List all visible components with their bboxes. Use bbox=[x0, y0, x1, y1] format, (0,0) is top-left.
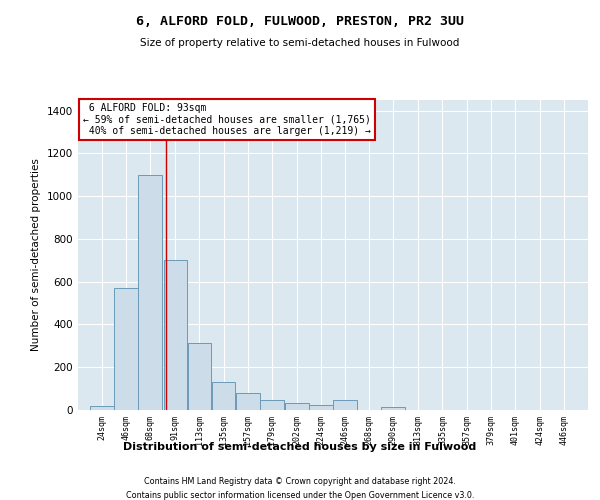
Text: Distribution of semi-detached houses by size in Fulwood: Distribution of semi-detached houses by … bbox=[124, 442, 476, 452]
Bar bbox=[212, 382, 235, 410]
Text: 6, ALFORD FOLD, FULWOOD, PRESTON, PR2 3UU: 6, ALFORD FOLD, FULWOOD, PRESTON, PR2 3U… bbox=[136, 15, 464, 28]
Text: 6 ALFORD FOLD: 93sqm
← 59% of semi-detached houses are smaller (1,765)
 40% of s: 6 ALFORD FOLD: 93sqm ← 59% of semi-detac… bbox=[83, 103, 371, 136]
Bar bbox=[188, 342, 211, 410]
Bar bbox=[309, 404, 333, 410]
Bar bbox=[90, 406, 114, 410]
Bar bbox=[164, 260, 187, 410]
Y-axis label: Number of semi-detached properties: Number of semi-detached properties bbox=[31, 158, 41, 352]
Text: Contains public sector information licensed under the Open Government Licence v3: Contains public sector information licen… bbox=[126, 491, 474, 500]
Bar bbox=[114, 288, 138, 410]
Bar bbox=[139, 175, 162, 410]
Bar bbox=[260, 400, 284, 410]
Bar bbox=[285, 402, 309, 410]
Bar bbox=[236, 393, 260, 410]
Text: Size of property relative to semi-detached houses in Fulwood: Size of property relative to semi-detach… bbox=[140, 38, 460, 48]
Bar bbox=[333, 400, 357, 410]
Text: Contains HM Land Registry data © Crown copyright and database right 2024.: Contains HM Land Registry data © Crown c… bbox=[144, 478, 456, 486]
Bar bbox=[382, 407, 405, 410]
